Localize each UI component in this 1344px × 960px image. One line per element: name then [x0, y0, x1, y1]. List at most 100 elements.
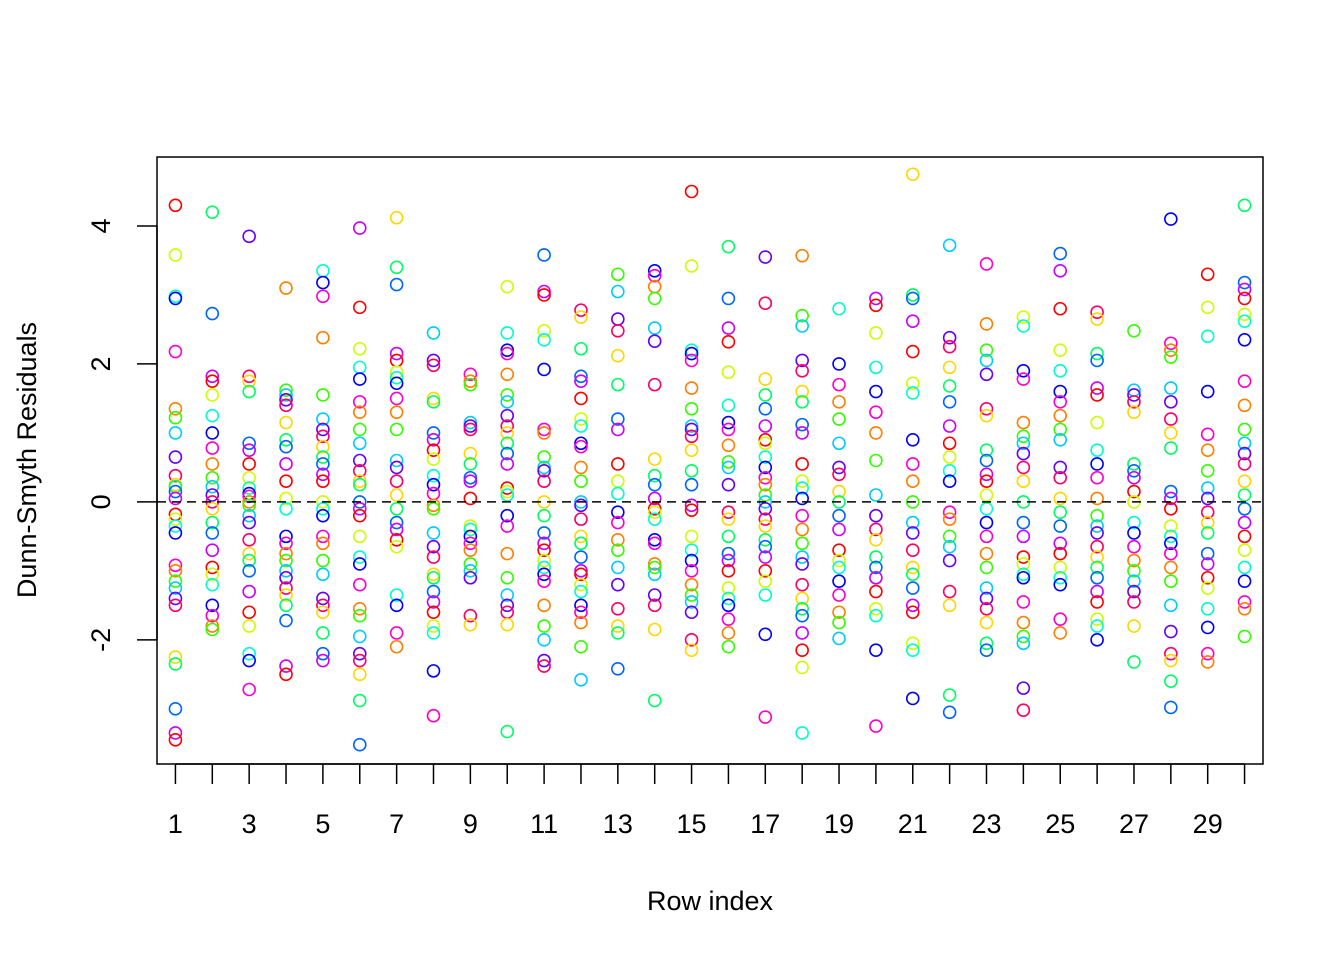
data-point: [1053, 577, 1068, 592]
data-point: [279, 433, 293, 447]
data-point: [242, 619, 256, 633]
data-point: [795, 474, 809, 488]
data-point: [537, 474, 551, 488]
data-point: [574, 639, 588, 654]
data-point: [1090, 595, 1104, 609]
data-point: [721, 460, 736, 475]
data-point: [168, 450, 183, 464]
data-point: [316, 529, 330, 544]
data-point: [352, 464, 367, 478]
data-point: [795, 457, 809, 471]
data-point: [500, 279, 515, 294]
data-point: [832, 377, 846, 392]
data-point: [758, 519, 773, 533]
data-point: [279, 457, 293, 471]
data-point: [352, 501, 367, 516]
data-point: [574, 550, 588, 564]
data-point: [537, 633, 551, 647]
data-point: [721, 438, 736, 453]
data-point: [942, 419, 957, 433]
data-point: [795, 417, 809, 432]
x-tick-label: 1: [168, 809, 183, 839]
data-point: [426, 326, 441, 340]
data-point: [1127, 464, 1141, 478]
x-tick-label: 21: [898, 809, 928, 839]
data-point: [647, 501, 662, 516]
data-point: [758, 574, 773, 589]
data-point: [316, 508, 330, 523]
data-point: [721, 398, 736, 413]
data-point: [1090, 519, 1104, 533]
data-point: [905, 691, 920, 706]
data-point: [979, 643, 994, 657]
data-point: [795, 608, 809, 623]
data-point: [316, 553, 330, 568]
y-axis: -2 0 2 4: [86, 218, 158, 652]
data-point: [389, 277, 404, 292]
data-point: [832, 522, 846, 537]
data-point: [352, 395, 367, 409]
data-point: [574, 495, 588, 509]
data-point: [1164, 519, 1178, 533]
data-point: [905, 636, 920, 651]
data-point: [869, 298, 883, 313]
data-point: [647, 321, 662, 335]
data-point: [426, 452, 441, 466]
data-point: [168, 519, 183, 533]
y-tick-label: 0: [86, 494, 116, 509]
data-point: [352, 737, 367, 752]
data-point: [1237, 282, 1252, 297]
data-point: [684, 498, 699, 513]
data-point: [205, 526, 220, 540]
data-point: [942, 474, 957, 488]
data-point: [795, 319, 809, 333]
data-point: [1016, 681, 1031, 695]
data-point: [316, 626, 330, 640]
data-point: [463, 519, 478, 533]
data-point: [574, 460, 588, 475]
data-point: [463, 419, 478, 433]
data-point: [426, 426, 441, 440]
data-point: [500, 588, 515, 602]
data-point: [316, 388, 330, 402]
data-point: [684, 429, 699, 444]
data-point: [389, 460, 404, 475]
data-point: [574, 436, 588, 451]
data-point: [979, 581, 994, 595]
data-point: [1164, 426, 1178, 440]
data-point: [1237, 595, 1252, 609]
data-point: [1016, 436, 1031, 451]
data-point: [574, 310, 588, 324]
data-point: [389, 405, 404, 420]
data-point: [1164, 412, 1178, 426]
data-point: [537, 659, 551, 673]
data-point: [611, 312, 625, 326]
data-point: [352, 405, 367, 420]
data-point: [905, 314, 920, 328]
data-point: [647, 452, 662, 466]
data-point: [1127, 395, 1141, 409]
data-point: [611, 267, 625, 282]
data-point: [721, 626, 736, 640]
data-point: [684, 422, 699, 437]
data-point: [1090, 633, 1104, 647]
data-point: [1200, 481, 1215, 495]
data-point: [721, 612, 736, 626]
data-point: [979, 408, 994, 423]
data-point: [279, 613, 293, 628]
data-point: [426, 567, 441, 582]
data-point: [1164, 574, 1178, 589]
data-point: [758, 250, 773, 264]
data-point: [905, 643, 920, 657]
data-point: [1200, 491, 1215, 506]
data-point: [684, 605, 699, 620]
data-point: [721, 477, 736, 492]
data-point: [1053, 570, 1068, 585]
data-point: [1016, 364, 1031, 378]
data-point: [758, 450, 773, 464]
data-point: [905, 433, 920, 447]
data-point: [942, 529, 957, 544]
data-point: [1053, 246, 1068, 261]
data-point: [1164, 653, 1178, 668]
data-point: [758, 419, 773, 433]
